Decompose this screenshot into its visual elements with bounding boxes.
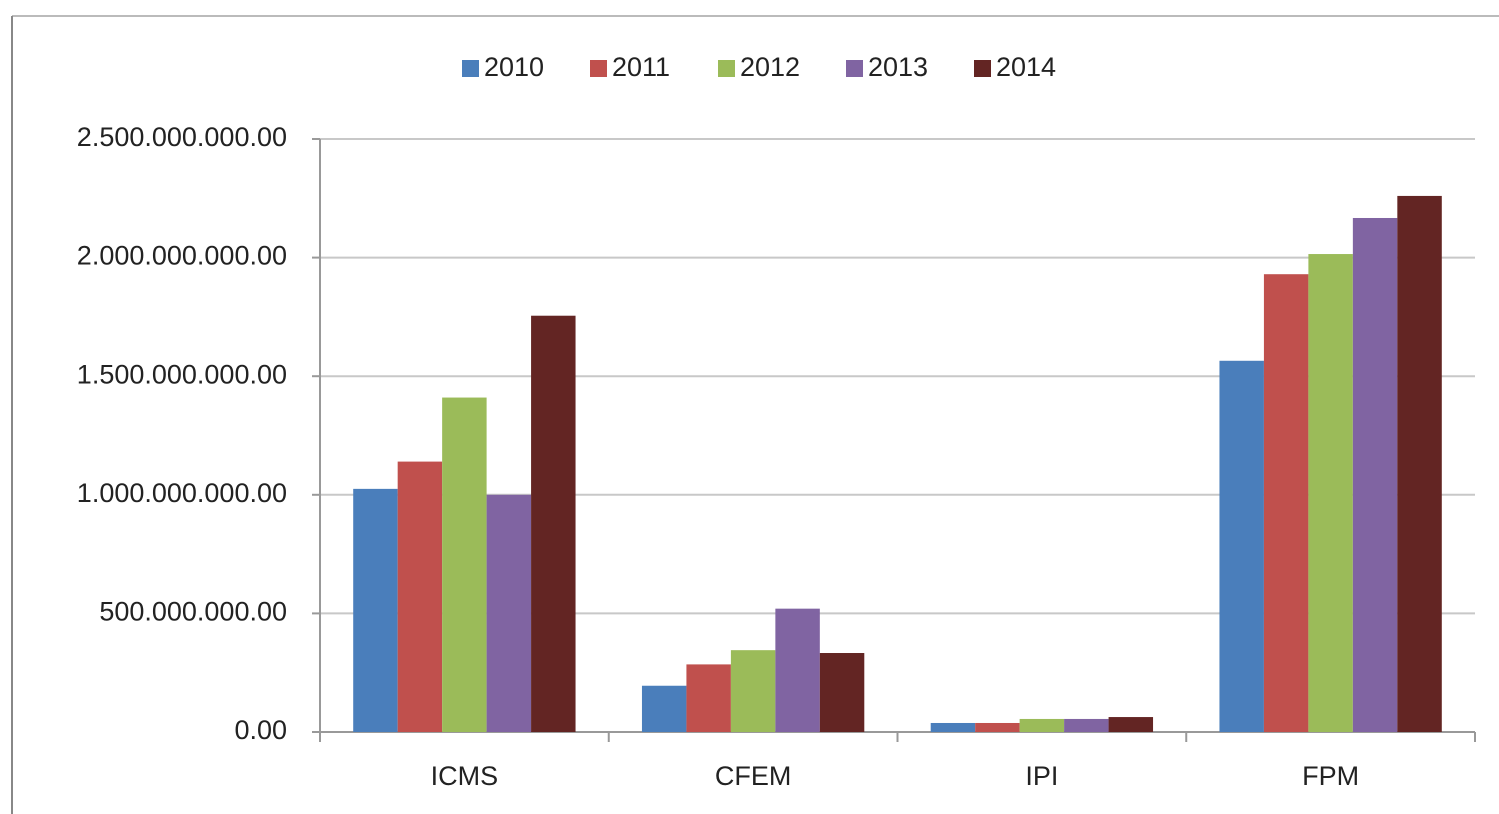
x-tick-label: ICMS <box>431 761 499 791</box>
y-tick-label: 500.000.000.00 <box>99 597 287 627</box>
y-tick-label: 2.500.000.000.00 <box>77 122 287 152</box>
bar <box>930 722 976 732</box>
bar <box>531 315 576 732</box>
bar <box>1019 718 1065 732</box>
bar <box>1219 360 1264 732</box>
y-tick-label: 1.000.000.000.00 <box>77 478 287 508</box>
legend-label: 2011 <box>612 52 670 82</box>
legend-label: 2012 <box>740 52 800 82</box>
legend-label: 2010 <box>484 52 544 82</box>
bar <box>397 461 443 732</box>
legend-swatch <box>590 60 607 77</box>
legend-label: 2013 <box>868 52 928 82</box>
bar <box>1064 718 1109 732</box>
bar <box>730 650 776 732</box>
legend-swatch <box>846 60 863 77</box>
bar <box>641 685 687 732</box>
bar <box>1263 274 1309 732</box>
bar <box>1397 195 1442 733</box>
bar <box>442 397 487 732</box>
y-tick-label: 0.00 <box>234 715 287 745</box>
bar <box>686 664 731 732</box>
bar <box>486 494 532 732</box>
y-tick-label: 2.000.000.000.00 <box>77 241 287 271</box>
bar <box>1352 217 1398 732</box>
bar <box>975 722 1020 732</box>
legend-label: 2014 <box>996 52 1056 82</box>
bar <box>1108 717 1154 732</box>
bar <box>353 488 398 732</box>
legend-swatch <box>718 60 735 77</box>
legend-swatch <box>462 60 479 77</box>
x-tick-label: CFEM <box>715 761 792 791</box>
x-tick-label: IPI <box>1025 761 1058 791</box>
y-tick-label: 1.500.000.000.00 <box>77 359 287 389</box>
x-tick-label: FPM <box>1302 761 1359 791</box>
bar <box>1308 254 1353 733</box>
bar <box>775 608 820 732</box>
legend-swatch <box>974 60 991 77</box>
bar <box>819 653 865 732</box>
